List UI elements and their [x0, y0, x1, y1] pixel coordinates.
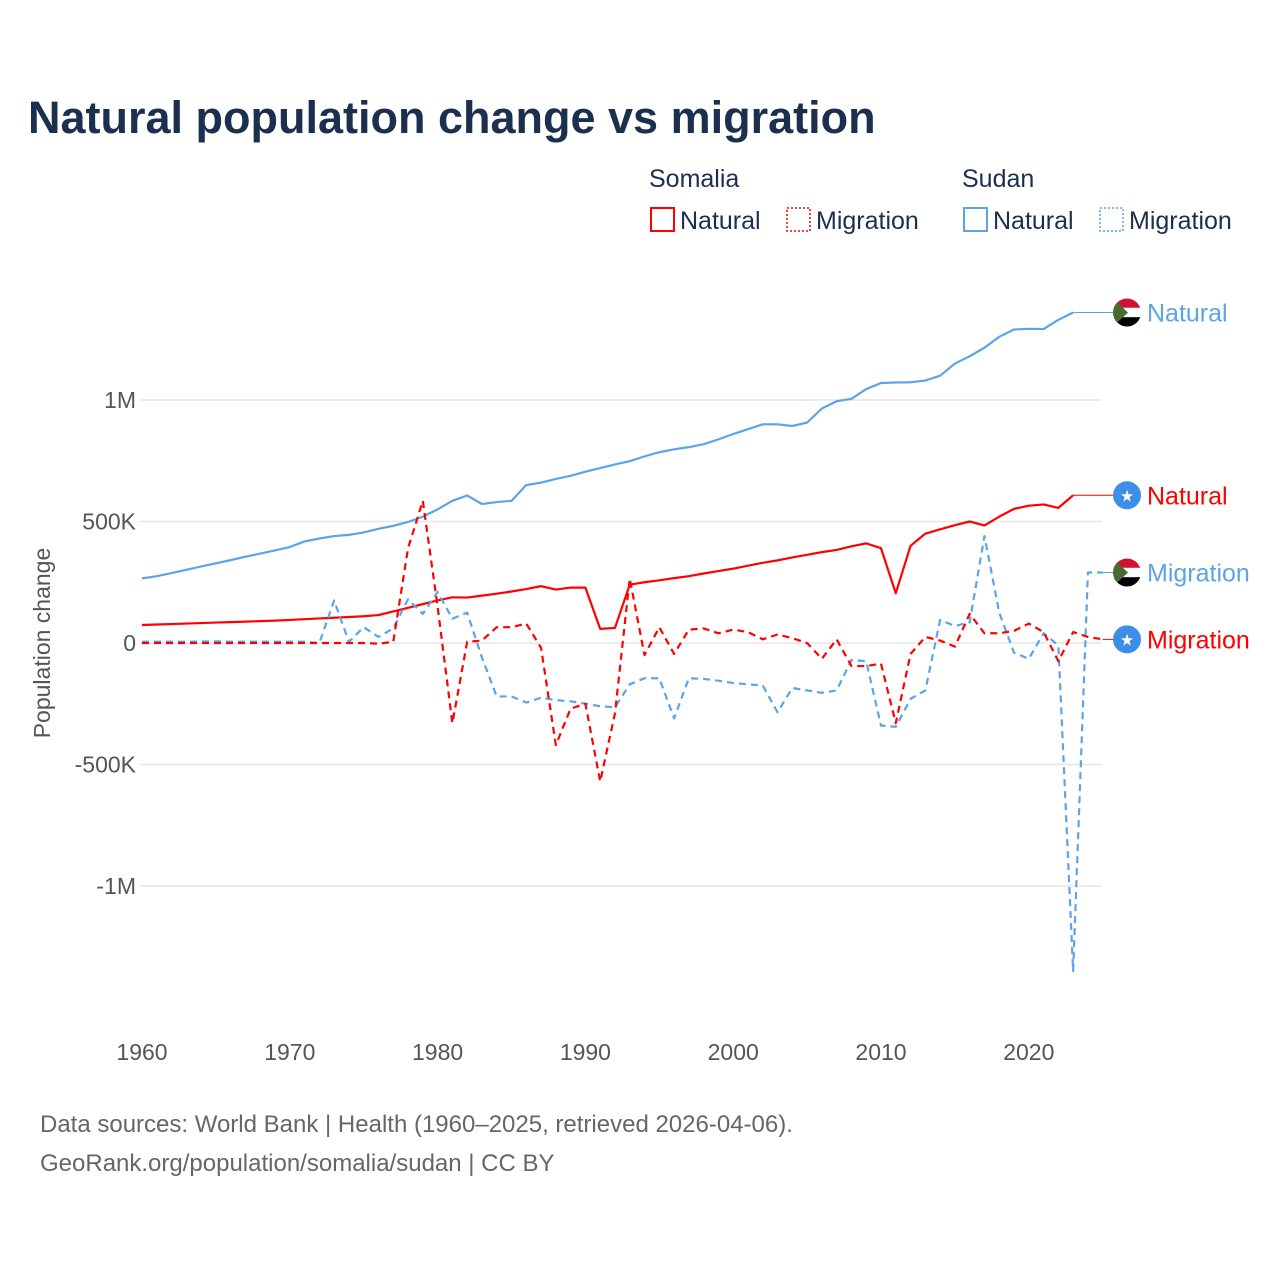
chart-title: Natural population change vs migration — [28, 92, 876, 143]
x-tick-label: 2000 — [708, 1039, 759, 1065]
x-tick-label: 1960 — [116, 1039, 167, 1065]
x-tick-label: 2010 — [855, 1039, 906, 1065]
series-line-sudan-natural[interactable] — [141, 311, 1074, 580]
series-line-somalia-migration[interactable] — [142, 499, 1103, 783]
end-label-sudan-natural: Natural — [1147, 300, 1228, 328]
legend-label-sudan-migration[interactable]: Migration — [1129, 207, 1232, 235]
footer-sources: Data sources: World Bank | Health (1960–… — [40, 1111, 793, 1138]
legend-group-somalia: Somalia — [649, 165, 739, 193]
gridlines — [140, 399, 1102, 887]
x-tick-label: 1970 — [264, 1039, 315, 1065]
end-label-sudan-migration: Migration — [1147, 560, 1250, 588]
y-tick-label: 500K — [82, 509, 136, 535]
series-line-sudan-migration[interactable] — [142, 534, 1103, 973]
series-line-somalia-natural[interactable] — [141, 494, 1074, 631]
end-label-somalia-natural: Natural — [1147, 482, 1228, 510]
y-tick-label: 0 — [123, 630, 136, 656]
legend-label-sudan-natural[interactable]: Natural — [993, 207, 1074, 235]
legend-swatch-somalia-migration — [786, 207, 811, 232]
y-axis: 1M 500K 0 -500K -1M — [75, 387, 137, 899]
legend-label-somalia-natural[interactable]: Natural — [680, 207, 761, 235]
legend: Somalia Sudan Natural Migration Natural … — [649, 165, 1232, 235]
y-tick-label: -1M — [96, 873, 136, 899]
x-tick-label: 1980 — [412, 1039, 463, 1065]
legend-group-sudan: Sudan — [962, 165, 1034, 193]
sudan-flag-icon — [1113, 558, 1141, 587]
svg-text:★: ★ — [1120, 632, 1134, 649]
sudan-flag-icon — [1113, 298, 1141, 327]
x-tick-label: 1990 — [560, 1039, 611, 1065]
footer-attribution[interactable]: GeoRank.org/population/somalia/sudan | C… — [40, 1150, 555, 1177]
end-label-somalia-migration: Migration — [1147, 626, 1250, 654]
y-axis-label: Population change — [29, 548, 55, 739]
svg-text:★: ★ — [1120, 488, 1134, 505]
somalia-flag-icon: ★ — [1113, 481, 1141, 510]
y-tick-label: -500K — [75, 752, 137, 778]
somalia-flag-icon: ★ — [1113, 625, 1141, 654]
x-tick-label: 2020 — [1003, 1039, 1054, 1065]
legend-label-somalia-migration[interactable]: Migration — [816, 207, 919, 235]
legend-swatch-somalia-natural — [650, 207, 675, 232]
legend-swatch-sudan-natural — [963, 207, 988, 232]
y-tick-label: 1M — [104, 387, 136, 413]
end-labels: Natural ★ Natural Migration ★ Migration — [1073, 298, 1250, 654]
x-axis: 1960 1970 1980 1990 2000 2010 2020 — [116, 1039, 1054, 1065]
legend-swatch-sudan-migration — [1099, 207, 1124, 232]
series-lines — [141, 311, 1103, 973]
